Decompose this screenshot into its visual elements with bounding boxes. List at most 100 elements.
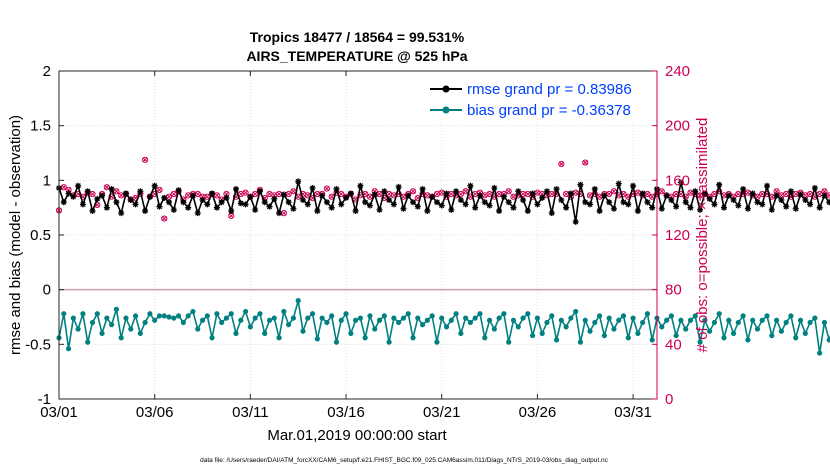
rmse-point <box>60 199 67 206</box>
rmse-point <box>577 181 584 188</box>
obs-possible-marker <box>252 190 259 198</box>
obs-possible-marker <box>744 189 751 196</box>
bias-point <box>171 315 177 321</box>
bias-point <box>343 311 349 317</box>
bias-point <box>276 335 282 341</box>
obs-assimilated-marker <box>506 188 512 194</box>
bias-point <box>793 335 799 341</box>
rmse-point <box>424 207 431 214</box>
bias-point <box>783 319 789 326</box>
rmse-point <box>103 204 110 211</box>
rmse-point <box>558 197 565 204</box>
rmse-point <box>481 199 488 206</box>
rmse-point <box>371 191 378 198</box>
bias-point <box>166 314 172 320</box>
bias-point <box>190 308 196 315</box>
bias-point <box>458 330 464 336</box>
obs-assimilated-marker <box>558 161 564 167</box>
rmse-point <box>601 192 608 199</box>
rmse-point <box>606 199 613 206</box>
rmse-point <box>223 194 230 201</box>
x-tick-label: 03/31 <box>614 404 652 421</box>
bias-point <box>113 306 120 312</box>
rmse-point <box>764 182 771 189</box>
bias-point <box>386 339 392 345</box>
obs-assimilated-marker <box>104 184 110 190</box>
obs-assimilated-marker <box>243 190 249 196</box>
legend-box <box>422 71 657 120</box>
obs-possible-marker <box>505 188 512 195</box>
rmse-point <box>692 188 699 195</box>
bias-point <box>515 324 521 330</box>
rmse-point <box>802 197 809 204</box>
rmse-point <box>347 190 354 197</box>
bias-point <box>252 315 258 321</box>
rmse-point <box>118 210 125 217</box>
bias-point <box>510 317 517 323</box>
rmse-line <box>58 181 830 223</box>
bias-point <box>176 313 182 319</box>
rmse-point <box>649 204 656 211</box>
obs-possible-marker <box>161 215 168 222</box>
rmse-point <box>543 188 550 195</box>
bias-point <box>778 328 784 334</box>
bias-point <box>678 317 684 323</box>
obs-assimilated-marker <box>821 188 827 194</box>
bias-point <box>309 311 316 317</box>
rmse-point <box>295 178 302 185</box>
rmse-point <box>811 184 818 191</box>
bias-point <box>587 328 593 334</box>
bias-point <box>381 313 387 319</box>
bias-point <box>563 324 569 330</box>
rmse-point <box>500 193 507 200</box>
rmse-point <box>137 188 144 195</box>
plot-frame <box>58 70 658 400</box>
rmse-point <box>567 190 574 197</box>
bias-point <box>601 332 607 339</box>
obs-assimilated-marker <box>582 160 588 166</box>
bias-point <box>812 315 818 321</box>
rmse-point <box>127 197 134 204</box>
y-axis-right-label: # of obs: o=possible; ×=assimilated <box>694 118 711 353</box>
rmse-point <box>343 194 350 201</box>
bias-point <box>635 330 641 336</box>
bias-point <box>156 313 163 319</box>
y-right-tick-label: 120 <box>665 227 690 244</box>
bias-point <box>128 326 134 332</box>
rmse-point <box>161 194 168 201</box>
rmse-point <box>534 201 541 208</box>
rmse-point <box>701 190 708 197</box>
obs-assimilated-marker <box>510 194 517 200</box>
bias-point <box>271 315 277 321</box>
bias-point <box>592 319 598 326</box>
y-left-tick-label: -0.5 <box>25 336 51 353</box>
rmse-point <box>266 203 273 210</box>
obs-possible-marker <box>323 185 331 192</box>
bias-point <box>219 319 225 326</box>
rmse-point <box>89 207 96 214</box>
bias-point <box>616 317 622 323</box>
rmse-point <box>256 188 263 195</box>
obs-assimilated-marker <box>597 194 603 200</box>
obs-assimilated-marker <box>410 188 416 194</box>
rmse-point <box>410 199 417 206</box>
bias-point <box>204 313 210 319</box>
bias-point <box>233 330 239 336</box>
bias-point <box>683 326 689 332</box>
grid <box>58 70 657 400</box>
obs-assimilated-marker <box>376 191 383 197</box>
bias-point <box>286 322 292 328</box>
footer-file-path: data file: /Users/raeder/DAI/ATM_forcXX/… <box>200 457 609 464</box>
bias-point <box>640 319 646 326</box>
bias-point <box>577 339 584 345</box>
bias-point <box>649 337 655 343</box>
y-right-tick-label: 160 <box>665 172 690 189</box>
bias-point <box>611 326 617 332</box>
bias-point <box>223 315 230 321</box>
obs-assimilated-marker <box>687 190 694 196</box>
rmse-point <box>333 186 340 193</box>
bias-point <box>123 315 129 321</box>
bias-point <box>754 326 761 332</box>
bias-point <box>65 346 72 352</box>
bias-point <box>161 313 167 319</box>
